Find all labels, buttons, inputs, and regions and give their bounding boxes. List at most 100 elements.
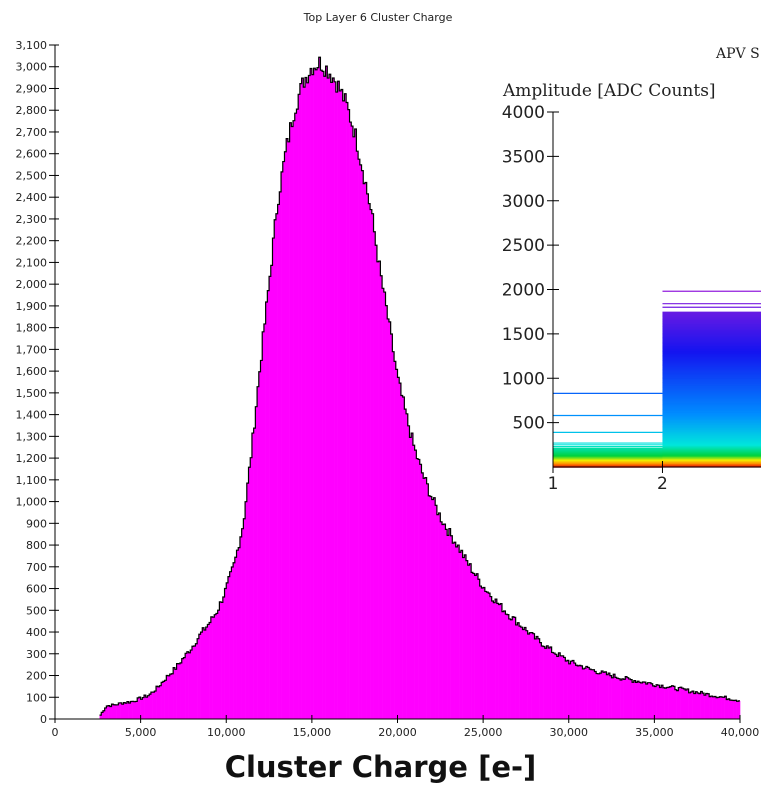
histogram-bar: [286, 138, 289, 720]
histogram-bar: [435, 505, 438, 719]
histogram-bar: [272, 238, 275, 719]
histogram-bar: [126, 701, 129, 719]
histogram-bar: [375, 245, 378, 720]
inset-y-tick-label: 4000: [502, 103, 545, 123]
histogram-bar: [404, 409, 407, 719]
histogram-bar: [342, 100, 345, 719]
histogram-bar: [632, 682, 635, 719]
histogram-bar: [635, 682, 638, 719]
histogram-bar: [454, 542, 457, 719]
histogram-bar: [626, 677, 629, 719]
histogram-bar: [532, 633, 535, 719]
inset-y-tick-label: 500: [513, 414, 545, 434]
histogram-bar: [188, 652, 191, 719]
histogram-bar: [246, 483, 249, 719]
histogram-bar: [149, 694, 152, 719]
histogram-bar: [217, 610, 220, 719]
y-tick-label: 2,200: [16, 235, 48, 248]
histogram-bar: [507, 614, 510, 719]
histogram-bar: [298, 94, 301, 719]
histogram-bar: [414, 450, 417, 719]
histogram-bar: [683, 688, 686, 719]
histogram-bar: [424, 477, 427, 719]
histogram-bar: [618, 678, 621, 719]
histogram-bar: [724, 696, 727, 719]
histogram-bar: [416, 458, 419, 719]
histogram-bar: [207, 624, 210, 719]
inset-y-tick-label: 1000: [502, 369, 545, 389]
histogram-bar: [210, 616, 213, 719]
inset-amplitude-lines: [553, 290, 761, 468]
histogram-bar: [728, 698, 731, 719]
y-tick-label: 2,100: [16, 256, 48, 269]
histogram-bar: [123, 702, 126, 719]
histogram-bar: [431, 499, 434, 719]
histogram-bar: [209, 622, 212, 719]
histogram-bar: [222, 596, 225, 719]
histogram-bar: [525, 630, 528, 719]
x-tick-label: 15,000: [293, 726, 332, 739]
histogram-bar: [524, 627, 527, 719]
histogram-bar: [472, 573, 475, 719]
histogram-bar: [736, 701, 739, 719]
histogram-bar: [561, 655, 564, 719]
histogram-bar: [680, 687, 683, 719]
histogram-bar: [239, 536, 242, 719]
histogram-bar: [625, 676, 628, 719]
histogram-bar: [351, 126, 354, 720]
histogram-bar: [697, 693, 700, 719]
histogram-bar: [483, 587, 486, 719]
y-tick-label: 1,700: [16, 343, 48, 356]
histogram-bar: [666, 687, 669, 719]
histogram-bar: [459, 552, 462, 719]
histogram-bar: [642, 681, 645, 719]
histogram-bar: [565, 661, 568, 719]
histogram-bar: [692, 691, 695, 719]
histogram-bar: [111, 704, 114, 719]
histogram-bar: [644, 682, 647, 719]
histogram-bar: [717, 697, 720, 719]
histogram-bar: [676, 690, 679, 719]
histogram-bar: [455, 546, 458, 719]
histogram-bar: [621, 678, 624, 719]
histogram-bar: [99, 715, 102, 719]
histogram-bar: [226, 582, 229, 719]
histogram-bar: [585, 666, 588, 719]
histogram-bar: [426, 483, 429, 719]
histogram-bar: [138, 697, 141, 719]
histogram-bar: [531, 632, 534, 719]
histogram-bar: [428, 495, 431, 719]
histogram-bar: [522, 629, 525, 719]
histogram-bar: [546, 645, 549, 719]
histogram-bar: [104, 707, 107, 719]
y-tick-label: 3,100: [16, 39, 48, 52]
histogram-bar: [513, 617, 516, 719]
histogram-bar: [159, 685, 162, 719]
histogram-outline: [99, 56, 740, 716]
histogram-bar: [229, 571, 232, 719]
histogram-bar: [654, 686, 657, 719]
x-axis-title: Cluster Charge [e-]: [224, 750, 537, 784]
histogram-bar: [592, 669, 595, 719]
histogram-bar: [359, 164, 362, 719]
histogram-bar: [214, 614, 217, 719]
histogram-bar: [649, 682, 652, 719]
histogram-bar: [548, 648, 551, 719]
histogram-bar: [447, 535, 450, 719]
histogram-bar: [604, 671, 607, 719]
histogram-bar: [399, 383, 402, 719]
histogram-bar: [628, 678, 631, 719]
inset-y-ticks: 500 1000 1500 2000 2500 3000 3500 4000: [502, 103, 559, 434]
histogram-bar: [296, 109, 299, 719]
histogram-bar: [486, 592, 489, 719]
histogram-bar: [241, 528, 244, 719]
y-tick-label: 1,100: [16, 474, 48, 487]
inset-y-tick-label: 3500: [502, 147, 545, 167]
histogram-bar: [305, 77, 308, 720]
histogram-bar: [150, 692, 153, 719]
histogram-bar: [128, 702, 131, 719]
histogram-bar: [476, 573, 479, 719]
histogram-bar: [534, 638, 537, 719]
